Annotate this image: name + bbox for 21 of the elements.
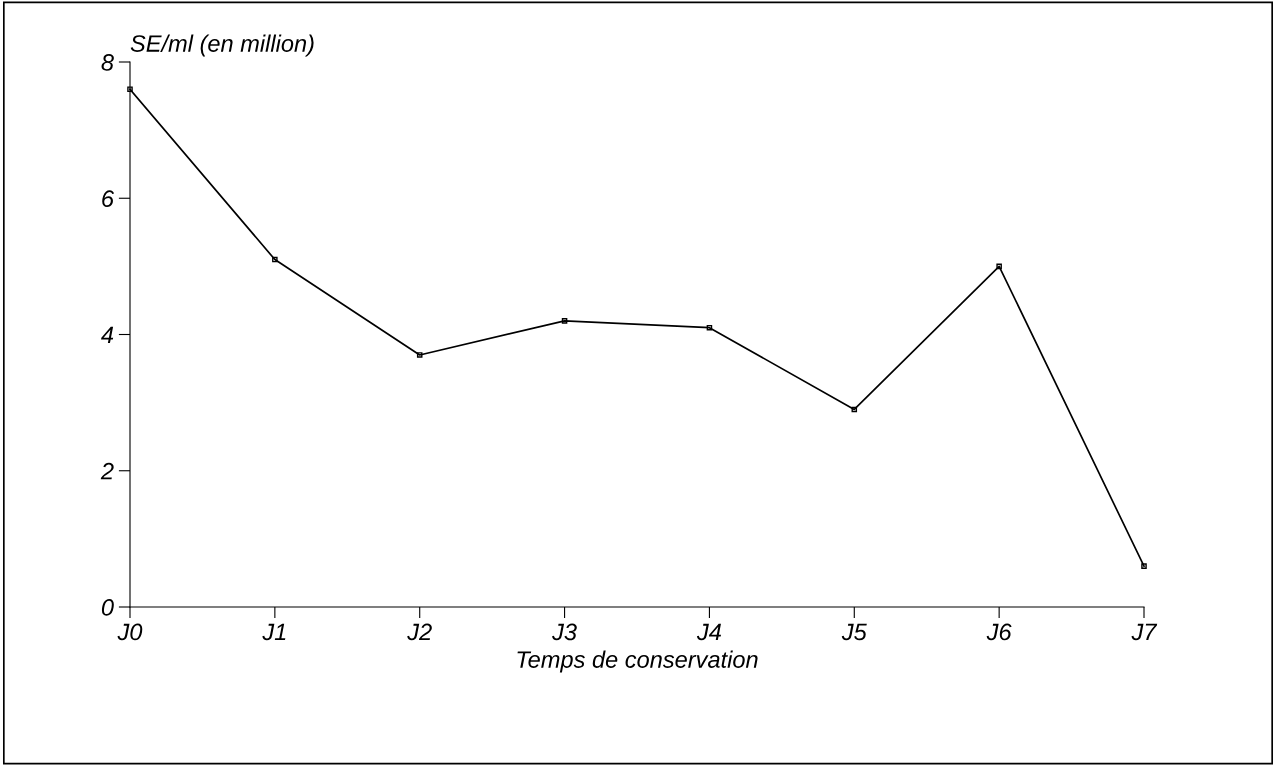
x-tick-label: J0 <box>117 623 143 641</box>
y-tick-label: 0 <box>101 599 114 616</box>
y-tick-label: 8 <box>101 54 114 71</box>
y-tick-label: 4 <box>101 326 114 344</box>
y-tick-label: 6 <box>102 190 115 208</box>
x-tick-label: J5 <box>841 623 867 641</box>
point <box>272 256 278 263</box>
x-tick-label: J7 <box>1131 623 1158 641</box>
x-tick-label: J1 <box>262 623 286 641</box>
x-tick-label: J6 <box>986 623 1012 641</box>
point <box>127 86 133 93</box>
x-tick-label: J3 <box>552 623 577 641</box>
y-tick-label: 2 <box>100 462 114 480</box>
x-axis-title: Temps de conservation <box>517 650 758 673</box>
y-axis-title: SE/ml (en million) <box>130 34 314 57</box>
point <box>416 352 423 358</box>
point <box>1141 563 1147 569</box>
x-tick-label: J2 <box>407 623 432 641</box>
point <box>996 263 1002 270</box>
point <box>561 318 568 324</box>
x-tick-label: J4 <box>696 623 722 641</box>
